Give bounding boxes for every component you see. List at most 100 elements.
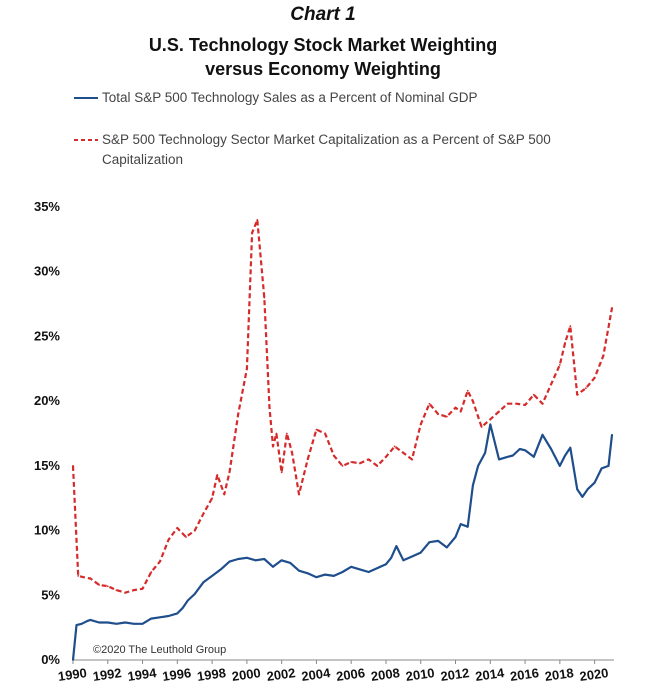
legend-swatch-dashed-line [74, 139, 98, 141]
data-point-series2 [402, 452, 405, 454]
data-point-series1 [289, 562, 292, 564]
data-point-series2 [263, 296, 266, 299]
data-point-series1 [367, 571, 370, 573]
data-point-series1 [176, 612, 179, 615]
data-point-series1 [228, 560, 231, 563]
data-point-series1 [466, 525, 469, 528]
data-point-series2 [611, 307, 613, 309]
data-point-series1 [593, 481, 596, 484]
series-line-series1 [71, 423, 614, 661]
y-tick-label: 30% [34, 264, 60, 279]
data-point-series2 [280, 471, 283, 474]
data-point-series2 [167, 538, 170, 541]
data-point-series1 [402, 559, 405, 562]
x-tick-label: 2020 [579, 665, 610, 684]
y-tick-label: 5% [41, 587, 60, 602]
data-point-series1 [376, 567, 379, 570]
data-point-series1 [600, 467, 603, 470]
data-point-series2 [202, 512, 205, 515]
data-point-series2 [341, 464, 344, 467]
data-point-series2 [98, 584, 100, 586]
data-point-series1 [237, 558, 240, 560]
data-point-series1 [498, 458, 500, 461]
data-point-series1 [586, 488, 589, 491]
data-point-series1 [263, 558, 266, 560]
data-point-series1 [75, 624, 78, 626]
data-point-series2 [437, 413, 440, 415]
data-point-series1 [219, 568, 222, 571]
data-point-series2 [350, 461, 353, 463]
data-point-series1 [298, 569, 300, 572]
data-point-series2 [106, 585, 109, 588]
data-point-series1 [181, 607, 184, 610]
data-point-series1 [150, 617, 153, 620]
data-point-series2 [593, 376, 596, 379]
data-point-series1 [254, 559, 257, 562]
x-tick-label: 1996 [161, 665, 192, 684]
data-point-series1 [419, 551, 422, 554]
data-point-series1 [518, 448, 521, 450]
x-tick-label: 2010 [405, 665, 436, 684]
x-tick-label: 2016 [509, 665, 540, 684]
data-point-series1 [428, 541, 431, 544]
x-tick-label: 2006 [335, 665, 366, 684]
legend-item-series2: S&P 500 Technology Sector Market Capital… [74, 130, 634, 172]
data-point-series2 [428, 402, 431, 405]
chart-series-layer [71, 218, 614, 661]
data-point-series1 [86, 620, 88, 623]
data-point-series1 [124, 621, 127, 624]
x-tick-label: 1998 [196, 665, 227, 684]
data-point-series2 [115, 589, 118, 592]
data-point-series1 [569, 446, 572, 449]
data-point-series2 [176, 527, 179, 529]
x-tick-label: 2004 [300, 665, 331, 684]
data-point-series1 [280, 559, 283, 562]
data-point-series1 [106, 621, 109, 624]
data-point-series1 [98, 621, 100, 624]
y-tick-label: 0% [41, 652, 60, 667]
data-point-series2 [472, 400, 474, 403]
data-point-series1 [390, 556, 393, 559]
x-tick-label: 1990 [57, 665, 88, 684]
data-point-series1 [141, 622, 144, 625]
series-line-series2 [71, 218, 614, 594]
data-point-series1 [211, 574, 213, 577]
data-point-series1 [341, 571, 344, 573]
data-point-series1 [245, 556, 248, 559]
data-point-series2 [150, 571, 153, 573]
data-point-series2 [291, 452, 293, 454]
data-point-series2 [411, 458, 413, 461]
data-point-series2 [393, 445, 396, 448]
data-point-series2 [245, 367, 248, 370]
data-point-series1 [576, 488, 579, 491]
chart-kicker: Chart 1 [290, 4, 356, 25]
x-tick-label: 2018 [544, 665, 575, 684]
copyright-credit: ©2020 The Leuthold Group [93, 644, 226, 656]
data-point-series1 [472, 484, 474, 487]
data-point-series1 [607, 464, 610, 467]
data-point-series2 [358, 462, 361, 465]
x-tick-label: 2000 [231, 665, 262, 684]
data-point-series2 [466, 389, 469, 392]
data-point-series1 [558, 464, 561, 467]
data-point-series2 [569, 325, 572, 327]
data-point-series1 [324, 573, 327, 576]
data-point-series2 [602, 354, 605, 357]
data-point-series2 [385, 455, 387, 458]
data-point-series1 [132, 622, 135, 625]
data-point-series1 [89, 618, 92, 621]
data-point-series2 [324, 432, 327, 435]
data-point-series1 [315, 576, 318, 579]
data-point-series2 [228, 471, 231, 474]
data-point-series1 [564, 454, 566, 457]
y-tick-label: 10% [34, 523, 60, 538]
data-point-series2 [376, 464, 379, 467]
data-point-series1 [477, 464, 480, 467]
data-point-series2 [585, 387, 587, 390]
data-point-series1 [532, 455, 535, 458]
data-point-series1 [167, 615, 170, 617]
data-point-series2 [256, 219, 259, 221]
data-point-series1 [484, 452, 486, 454]
x-tick-label: 2002 [266, 665, 297, 684]
data-point-series2 [532, 393, 535, 396]
